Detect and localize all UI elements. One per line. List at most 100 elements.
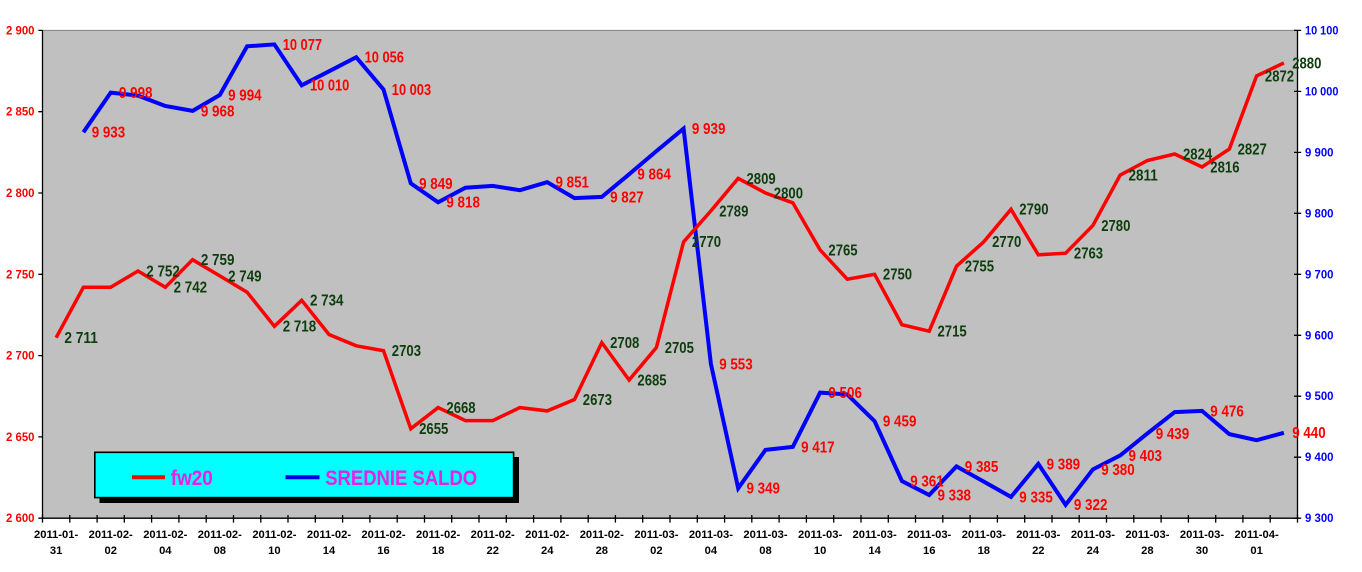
svg-text:2011-02-: 2011-02- [252,529,296,541]
svg-text:2 800: 2 800 [6,186,35,200]
svg-text:9 900: 9 900 [1305,145,1334,159]
svg-text:9 380: 9 380 [1101,462,1135,479]
svg-text:2011-02-: 2011-02- [361,529,405,541]
svg-text:9 500: 9 500 [1305,389,1334,403]
svg-text:9 849: 9 849 [419,176,453,193]
svg-text:2 850: 2 850 [6,105,35,119]
svg-text:10 100: 10 100 [1305,23,1339,37]
svg-text:2 752: 2 752 [146,263,180,280]
svg-text:2705: 2705 [665,340,694,357]
svg-text:10 077: 10 077 [283,37,323,54]
svg-text:2780: 2780 [1101,218,1130,235]
svg-text:2 718: 2 718 [283,319,317,336]
svg-text:2708: 2708 [610,335,639,352]
svg-text:2827: 2827 [1238,142,1267,159]
svg-text:2011-02-: 2011-02- [416,529,460,541]
svg-text:2673: 2673 [583,392,612,409]
svg-text:01: 01 [1250,545,1262,557]
svg-text:9 417: 9 417 [801,439,835,456]
svg-text:2816: 2816 [1210,159,1239,176]
svg-text:2770: 2770 [992,234,1021,251]
svg-text:2011-03-: 2011-03- [1125,529,1169,541]
svg-text:14: 14 [868,545,881,557]
svg-text:2668: 2668 [446,400,475,417]
svg-text:9 439: 9 439 [1156,426,1190,443]
svg-text:2 750: 2 750 [6,267,35,281]
svg-text:10 010: 10 010 [310,78,350,95]
svg-text:18: 18 [432,545,444,557]
svg-text:9 818: 9 818 [446,195,480,212]
svg-text:2872: 2872 [1265,68,1294,85]
svg-text:18: 18 [978,545,990,557]
svg-text:2 749: 2 749 [228,268,262,285]
svg-text:2011-03-: 2011-03- [907,529,951,541]
svg-text:9 300: 9 300 [1305,511,1334,525]
svg-text:28: 28 [1141,545,1153,557]
svg-text:2011-03-: 2011-03- [689,529,733,541]
svg-text:10 000: 10 000 [1305,84,1339,98]
svg-text:04: 04 [159,545,172,557]
svg-text:9 968: 9 968 [201,103,235,120]
svg-text:2011-02-: 2011-02- [198,529,242,541]
svg-text:02: 02 [104,545,116,557]
svg-text:16: 16 [923,545,935,557]
svg-text:9 385: 9 385 [965,459,999,476]
svg-text:2 711: 2 711 [64,330,98,347]
svg-text:2765: 2765 [828,242,857,259]
svg-text:9 506: 9 506 [828,385,862,402]
svg-text:2715: 2715 [938,324,967,341]
svg-text:10: 10 [814,545,826,557]
svg-text:9 864: 9 864 [637,167,671,184]
svg-text:2011-03-: 2011-03- [1180,529,1224,541]
svg-text:2011-01-: 2011-01- [34,529,78,541]
svg-text:9 459: 9 459 [883,414,917,431]
svg-text:2011-02-: 2011-02- [89,529,133,541]
svg-text:2011-02-: 2011-02- [580,529,624,541]
svg-text:2824: 2824 [1183,146,1212,163]
svg-text:9 553: 9 553 [719,356,753,373]
svg-text:16: 16 [377,545,389,557]
svg-text:2770: 2770 [692,234,721,251]
svg-text:2811: 2811 [1129,168,1158,185]
svg-text:2 734: 2 734 [310,293,344,310]
svg-text:08: 08 [759,545,771,557]
svg-text:2 759: 2 759 [201,252,235,269]
svg-text:31: 31 [50,545,62,557]
svg-text:2 600: 2 600 [6,511,35,525]
svg-text:2011-04-: 2011-04- [1235,529,1279,541]
svg-text:2800: 2800 [774,185,803,202]
svg-text:2685: 2685 [637,372,666,389]
svg-text:04: 04 [705,545,718,557]
svg-text:2 900: 2 900 [6,23,35,37]
svg-text:2790: 2790 [1019,202,1048,219]
svg-text:2655: 2655 [419,421,448,438]
svg-text:2011-03-: 2011-03- [634,529,678,541]
svg-text:22: 22 [486,545,498,557]
svg-text:9 800: 9 800 [1305,206,1334,220]
svg-text:2703: 2703 [392,343,421,360]
svg-text:10: 10 [268,545,280,557]
svg-text:2 650: 2 650 [6,430,35,444]
svg-text:9 700: 9 700 [1305,267,1334,281]
svg-text:9 349: 9 349 [747,481,781,498]
svg-text:9 389: 9 389 [1047,456,1081,473]
svg-text:9 939: 9 939 [692,121,726,138]
svg-text:2750: 2750 [883,267,912,284]
svg-text:2789: 2789 [719,203,748,220]
svg-text:9 403: 9 403 [1129,448,1163,465]
svg-text:24: 24 [541,545,554,557]
svg-text:2011-03-: 2011-03- [1071,529,1115,541]
svg-text:24: 24 [1087,545,1100,557]
svg-text:9 933: 9 933 [92,125,126,142]
svg-text:14: 14 [323,545,336,557]
svg-text:08: 08 [214,545,226,557]
svg-text:2011-03-: 2011-03- [853,529,897,541]
svg-text:9 827: 9 827 [610,189,644,206]
svg-text:22: 22 [1032,545,1044,557]
svg-text:10 003: 10 003 [392,82,432,99]
svg-text:2011-03-: 2011-03- [962,529,1006,541]
svg-text:2755: 2755 [965,259,994,276]
svg-text:9 476: 9 476 [1210,403,1244,420]
svg-text:9 998: 9 998 [119,85,153,102]
svg-text:2809: 2809 [747,171,776,188]
